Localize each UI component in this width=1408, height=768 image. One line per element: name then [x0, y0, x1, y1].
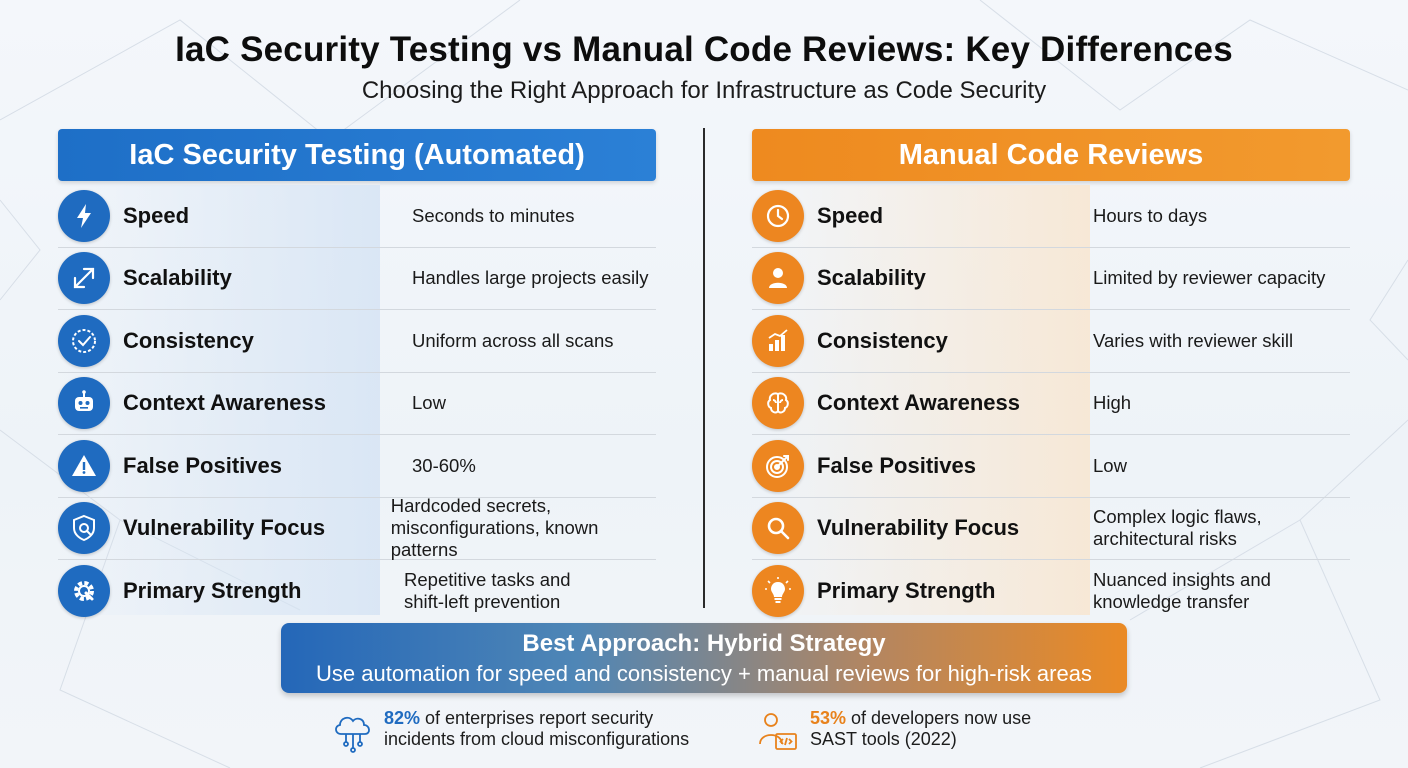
lightning-icon — [58, 189, 110, 242]
developer-icon — [759, 713, 797, 750]
row-value: Handles large projects easily — [412, 267, 649, 289]
row-label: False Positives — [817, 452, 976, 478]
bar-chart-icon — [752, 314, 804, 367]
automated-row-context: Context Awareness Low — [58, 373, 656, 435]
page-subtitle: Choosing the Right Approach for Infrastr… — [361, 77, 1047, 104]
manual-row-false-positives: False Positives Low — [752, 435, 1350, 498]
stat-cloud: 82% of enterprises report security incid… — [330, 708, 689, 754]
stat-line1: of developers now use — [846, 708, 1032, 728]
page-title: IaC Security Testing vs Manual Code Revi… — [175, 30, 1233, 69]
brain-icon — [752, 377, 804, 430]
row-value: Seconds to minutes — [412, 204, 575, 226]
row-value: Limited by reviewer capacity — [1093, 267, 1326, 289]
row-value: Repetitive tasks and shift-left preventi… — [404, 568, 571, 612]
automated-row-strength: Primary Strength Repetitive tasks and sh… — [58, 560, 656, 622]
row-label: Primary Strength — [817, 577, 996, 603]
row-value: 30-60% — [412, 454, 476, 476]
row-label: Vulnerability Focus — [817, 515, 1020, 541]
automated-row-consistency: Consistency Uniform across all scans — [58, 310, 656, 373]
automated-row-scalability: Scalability Handles large projects easil… — [58, 248, 656, 310]
manual-row-speed: Speed Hours to days — [752, 185, 1350, 248]
column-divider — [703, 128, 705, 608]
row-label: Context Awareness — [123, 390, 326, 416]
check-badge-icon — [58, 314, 110, 367]
row-label: Vulnerability Focus — [123, 515, 326, 541]
automated-rows: Speed Seconds to minutes Scalability Han… — [58, 185, 656, 622]
row-label: Speed — [817, 202, 884, 228]
row-label: Primary Strength — [123, 577, 302, 603]
row-label: Consistency — [817, 327, 948, 353]
person-icon — [752, 252, 804, 305]
row-value: Varies with reviewer skill — [1093, 329, 1294, 351]
robot-icon — [58, 377, 110, 430]
lightbulb-icon — [752, 564, 804, 617]
manual-header: Manual Code Reviews — [752, 129, 1350, 181]
row-label: Context Awareness — [817, 390, 1020, 416]
stat-line2: SAST tools (2022) — [810, 729, 957, 749]
stat-percent: 53% — [810, 708, 847, 728]
automated-header: IaC Security Testing (Automated) — [58, 129, 656, 181]
stat-percent: 82% — [384, 708, 421, 728]
stat-developer-text: 53% of developers now use SAST tools (20… — [810, 708, 1031, 750]
manual-row-vulnerability: Vulnerability Focus Complex logic flaws,… — [752, 498, 1350, 560]
row-label: Scalability — [123, 265, 232, 291]
row-value: Low — [1093, 454, 1127, 476]
row-value: Low — [412, 392, 446, 414]
warning-icon — [58, 439, 110, 492]
banner-subtitle: Use automation for speed and consistency… — [316, 661, 1092, 686]
row-label: Scalability — [817, 265, 926, 291]
stat-line2: incidents from cloud misconfigurations — [384, 729, 690, 749]
automated-row-false-positives: False Positives 30-60% — [58, 435, 656, 498]
stat-cloud-text: 82% of enterprises report security incid… — [384, 708, 689, 750]
manual-row-strength: Primary Strength Nuanced insights and kn… — [752, 560, 1350, 622]
automated-row-vulnerability: Vulnerability Focus Hardcoded secrets, m… — [58, 495, 656, 561]
cloud-icon — [335, 716, 370, 753]
target-icon — [752, 439, 804, 492]
manual-row-consistency: Consistency Varies with reviewer skill — [752, 310, 1350, 373]
expand-arrows-icon — [58, 252, 110, 305]
manual-row-context: Context Awareness High — [752, 373, 1350, 435]
automated-row-speed: Speed Seconds to minutes — [58, 185, 656, 248]
stat-line1: of enterprises report security — [420, 708, 654, 728]
shield-search-icon — [58, 502, 110, 555]
automated-panel: IaC Security Testing (Automated) Speed S… — [58, 129, 656, 622]
row-value: Hours to days — [1093, 204, 1208, 226]
manual-rows: Speed Hours to days Scalability Limited … — [752, 185, 1350, 622]
row-value: High — [1093, 392, 1132, 414]
banner-title: Best Approach: Hybrid Strategy — [522, 630, 886, 657]
row-label: False Positives — [123, 452, 282, 478]
manual-panel: Manual Code Reviews Speed Hours to days … — [752, 129, 1350, 622]
row-value: Nuanced insights and knowledge transfer — [1093, 568, 1271, 612]
hybrid-strategy-banner: Best Approach: Hybrid Strategy Use autom… — [281, 623, 1127, 693]
manual-row-scalability: Scalability Limited by reviewer capacity — [752, 248, 1350, 310]
row-label: Speed — [123, 202, 190, 228]
gear-icon — [58, 564, 110, 617]
row-value: Uniform across all scans — [412, 329, 614, 351]
stat-developer: 53% of developers now use SAST tools (20… — [756, 708, 1031, 754]
row-value: Complex logic flaws, architectural risks — [1093, 506, 1262, 550]
row-value: Hardcoded secrets, misconfigurations, kn… — [390, 495, 599, 561]
clock-icon — [752, 189, 804, 242]
magnifier-icon — [752, 502, 804, 555]
row-label: Consistency — [123, 327, 254, 353]
